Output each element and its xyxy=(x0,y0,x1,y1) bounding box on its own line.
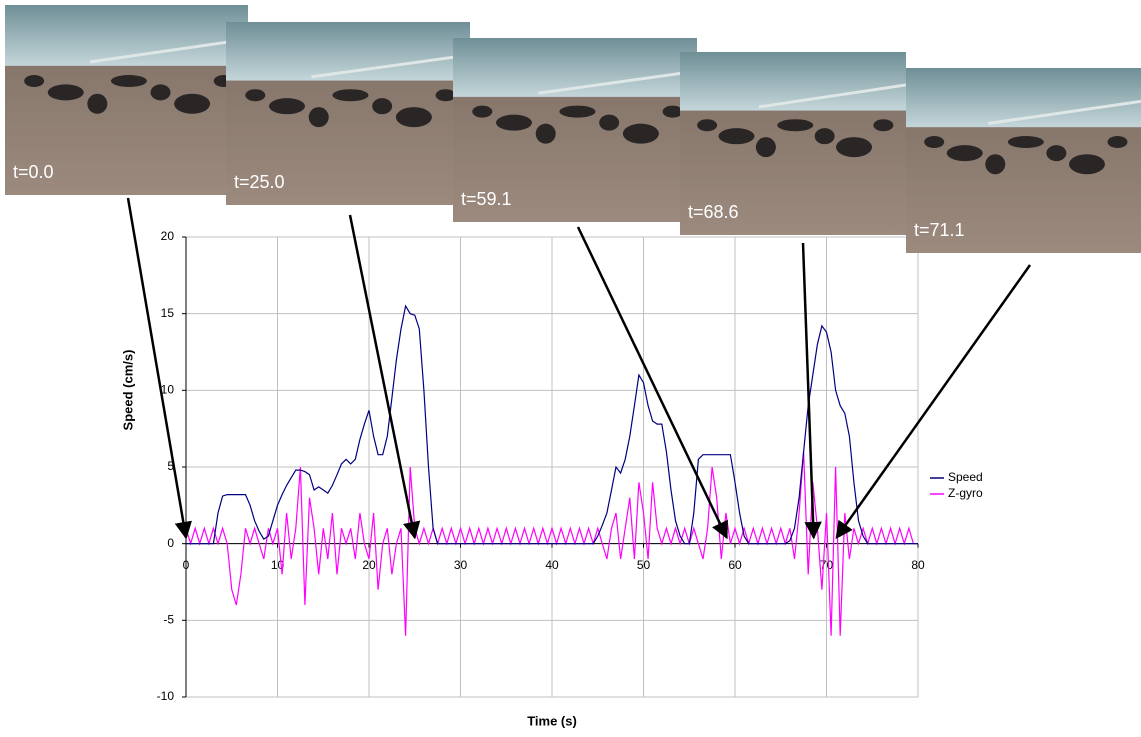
photo-rock xyxy=(269,98,305,115)
photo-rock xyxy=(332,89,369,102)
photo-rock xyxy=(110,75,147,87)
y-tick-label: 5 xyxy=(167,459,174,473)
x-tick-label: 30 xyxy=(454,558,468,572)
y-tick-label: -5 xyxy=(163,613,174,627)
photo-fence xyxy=(311,53,471,79)
y-tick-label: 0 xyxy=(167,536,174,550)
photo-fence xyxy=(538,69,698,95)
photo-fence xyxy=(988,99,1141,125)
y-tick-label: 20 xyxy=(161,229,175,243)
photo-label: t=68.6 xyxy=(688,202,739,222)
annotation-arrow xyxy=(801,242,822,540)
photo-fence xyxy=(89,37,249,64)
photo-label: t=0.0 xyxy=(13,162,54,182)
x-tick-label: 60 xyxy=(728,558,742,572)
photo-rock xyxy=(1107,136,1128,148)
annotation-arrow xyxy=(576,226,728,540)
annotation-arrow xyxy=(835,264,1032,540)
photo-rock xyxy=(174,93,211,114)
photo-rock xyxy=(47,84,84,101)
y-tick-label: -10 xyxy=(157,689,175,703)
photo: t=71.1 xyxy=(906,68,1141,253)
photo-rock xyxy=(924,136,945,148)
photo-rock xyxy=(308,107,329,128)
photo-rock xyxy=(777,119,814,132)
x-tick-label: 40 xyxy=(545,558,559,572)
photo-rock xyxy=(622,123,659,144)
y-tick-label: 10 xyxy=(161,383,175,397)
photo-fence xyxy=(758,83,907,109)
photo-rock xyxy=(472,105,493,118)
photo-rock xyxy=(1068,154,1105,175)
photo-rock xyxy=(245,89,266,102)
photo-rock xyxy=(535,123,556,144)
x-tick-label: 50 xyxy=(637,558,651,572)
photo-rock xyxy=(836,137,873,158)
annotation-arrow xyxy=(348,214,421,540)
photo-rock xyxy=(755,137,776,158)
photo-rock xyxy=(372,98,393,115)
photo-rock xyxy=(985,154,1006,175)
photo-rock xyxy=(24,75,45,87)
x-axis-label: Time (s) xyxy=(527,713,577,728)
photo-label: t=25.0 xyxy=(234,172,285,192)
legend-label: Speed xyxy=(948,470,983,484)
photo-rock xyxy=(496,114,532,131)
annotation-arrow xyxy=(126,197,192,540)
photo-rock xyxy=(150,84,171,101)
photo-rock xyxy=(946,145,983,162)
y-tick-label: 15 xyxy=(161,306,175,320)
photo: t=59.1 xyxy=(453,38,698,222)
photo-rock xyxy=(1007,136,1044,148)
photo-rock xyxy=(1046,145,1067,162)
photo-rock xyxy=(718,128,755,145)
x-tick-label: 80 xyxy=(911,558,925,572)
photo: t=0.0 xyxy=(5,5,249,195)
photo-rock xyxy=(873,119,894,132)
x-tick-label: 70 xyxy=(820,558,834,572)
y-axis-label: Speed (cm/s) xyxy=(120,350,135,431)
photo-rock xyxy=(559,105,596,118)
x-tick-label: 20 xyxy=(362,558,376,572)
photo-rock xyxy=(435,89,456,102)
photo-rock xyxy=(697,119,718,132)
photo: t=68.6 xyxy=(680,52,907,235)
photo-rock xyxy=(87,93,108,114)
photo-rock xyxy=(599,114,620,131)
photo-rock xyxy=(814,128,835,145)
photo-label: t=59.1 xyxy=(461,189,512,209)
series-line xyxy=(186,304,918,545)
series-line xyxy=(185,451,918,636)
photo-rock xyxy=(662,105,683,118)
photo-rock xyxy=(395,107,432,128)
legend-label: Z-gyro xyxy=(948,486,983,500)
photo-label: t=71.1 xyxy=(914,220,965,240)
photo: t=25.0 xyxy=(226,22,471,205)
